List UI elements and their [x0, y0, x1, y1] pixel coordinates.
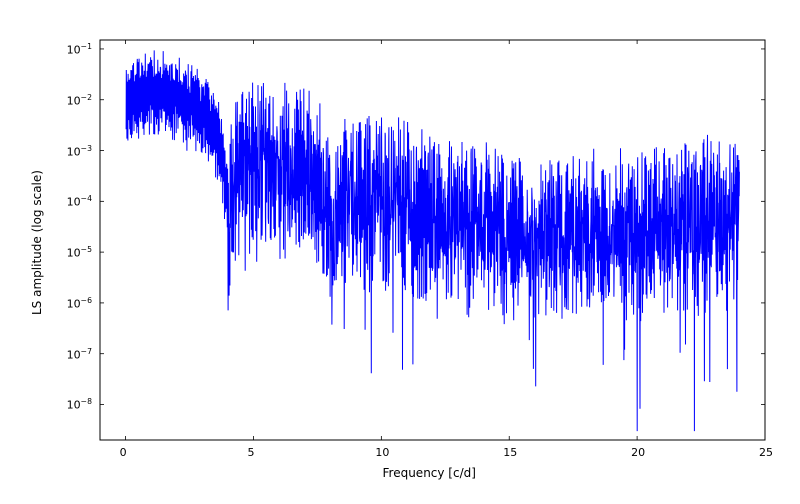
x-tick-label: 25 [759, 446, 773, 459]
y-tick-label: 10−5 [67, 245, 92, 260]
y-tick-label: 10−1 [67, 42, 92, 57]
periodogram-line [126, 50, 739, 431]
x-tick-label: 15 [503, 446, 517, 459]
x-tick-label: 5 [247, 446, 254, 459]
x-tick-label: 10 [375, 446, 389, 459]
y-tick-label: 10−7 [67, 347, 92, 362]
chart-svg [0, 0, 800, 500]
y-tick-label: 10−4 [67, 194, 92, 209]
periodogram-chart: Frequency [c/d] LS amplitude (log scale)… [0, 0, 800, 500]
y-tick-label: 10−8 [67, 397, 92, 412]
y-tick-label: 10−6 [67, 296, 92, 311]
x-tick-label: 20 [631, 446, 645, 459]
x-axis-label: Frequency [c/d] [383, 466, 476, 480]
y-tick-label: 10−3 [67, 144, 92, 159]
y-axis-label: LS amplitude (log scale) [30, 170, 44, 315]
y-tick-label: 10−2 [67, 93, 92, 108]
x-tick-label: 0 [120, 446, 127, 459]
